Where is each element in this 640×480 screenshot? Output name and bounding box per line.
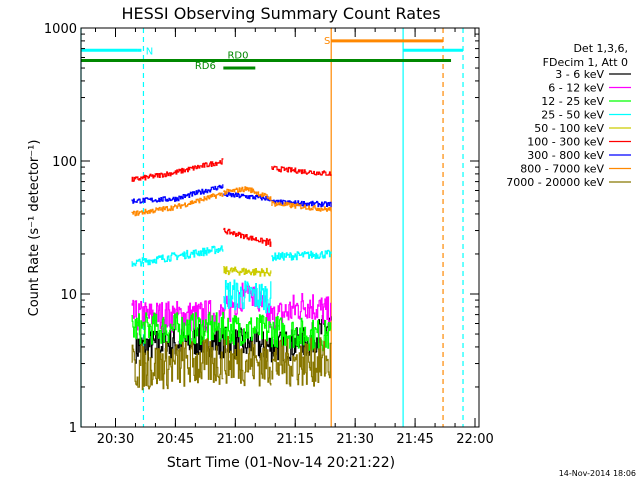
plot-area: N S RD0 RD6 <box>80 28 464 427</box>
plot-frame <box>80 27 480 428</box>
y-tick-label: 10 <box>60 288 77 303</box>
x-tick-label: 21:30 <box>336 432 373 447</box>
footer-timestamp: 14-Nov-2014 18:06 <box>559 469 636 478</box>
x-tick-label: 20:45 <box>157 432 194 447</box>
series-line-100-300-kev <box>223 227 272 247</box>
series-line-300-800-kev <box>131 184 224 204</box>
series-line-7000-20000-kev <box>223 336 272 387</box>
y-tick-label: 1000 <box>44 22 77 37</box>
state-bar-label: S <box>324 36 330 47</box>
legend-header: Det 1,3,6, <box>573 42 628 55</box>
state-bar-label: N <box>146 46 153 57</box>
series-line-100-300-kev <box>131 158 224 182</box>
legend-label: 3 - 6 keV <box>555 68 604 81</box>
y-axis-label: Count Rate (s⁻¹ detector⁻¹) <box>27 140 42 317</box>
legend-label: 6 - 12 keV <box>548 82 604 95</box>
x-tick-label: 21:00 <box>217 432 254 447</box>
legend-header: FDecim 1, Att 0 <box>543 56 628 69</box>
series-line-12-25-kev <box>131 311 332 352</box>
x-tick-label: 21:15 <box>277 432 314 447</box>
state-bar-label: RD6 <box>195 61 216 72</box>
y-tick-label: 1 <box>69 421 77 436</box>
legend-label: 100 - 300 keV <box>527 136 604 149</box>
x-axis-label: Start Time (01-Nov-14 20:21:22) <box>167 455 395 471</box>
y-tick-label: 100 <box>52 155 77 170</box>
legend-label: 7000 - 20000 keV <box>506 176 604 189</box>
legend-label: 12 - 25 keV <box>541 95 604 108</box>
x-axis: 20:30 20:45 21:00 21:15 21:30 21:45 22:00 <box>95 28 494 447</box>
legend-label: 25 - 50 keV <box>541 109 604 122</box>
chart-title: HESSI Observing Summary Count Rates <box>121 4 440 23</box>
series-line-800-7000-kev <box>271 200 332 212</box>
x-tick-label: 22:00 <box>456 432 493 447</box>
state-bar-label: RD0 <box>227 50 248 61</box>
x-tick-label: 20:30 <box>97 432 134 447</box>
y-axis: 1 10 100 1000 <box>44 22 479 436</box>
series-line-800-7000-kev <box>131 192 224 217</box>
series-line-300-800-kev <box>223 191 272 202</box>
series-line-7000-20000-kev <box>271 337 332 387</box>
series-line-100-300-kev <box>271 165 332 176</box>
x-tick-label: 21:45 <box>396 432 433 447</box>
series-line-300-800-kev <box>271 199 332 208</box>
series-line-25-50-kev <box>271 249 332 262</box>
series-line-25-50-kev <box>131 245 224 267</box>
series-line-25-50-kev <box>223 279 272 314</box>
legend-label: 300 - 800 keV <box>527 149 604 162</box>
series-line-7000-20000-kev <box>131 338 224 391</box>
legend-label: 800 - 7000 keV <box>520 163 604 176</box>
series-line-50-100-kev <box>223 266 272 277</box>
legend-label: 50 - 100 keV <box>534 122 604 135</box>
series-line-800-7000-kev <box>223 186 272 201</box>
